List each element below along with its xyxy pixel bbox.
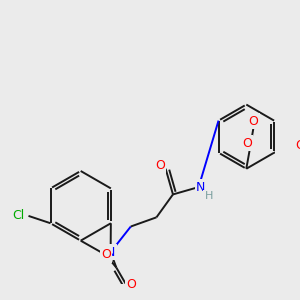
Text: H: H [205, 191, 213, 201]
Text: N: N [106, 246, 115, 259]
Text: Cl: Cl [12, 209, 25, 222]
Text: O: O [242, 136, 252, 150]
Text: O: O [295, 139, 300, 152]
Text: O: O [249, 115, 259, 128]
Text: N: N [196, 181, 205, 194]
Text: O: O [155, 160, 165, 172]
Text: O: O [126, 278, 136, 292]
Text: O: O [101, 248, 111, 261]
